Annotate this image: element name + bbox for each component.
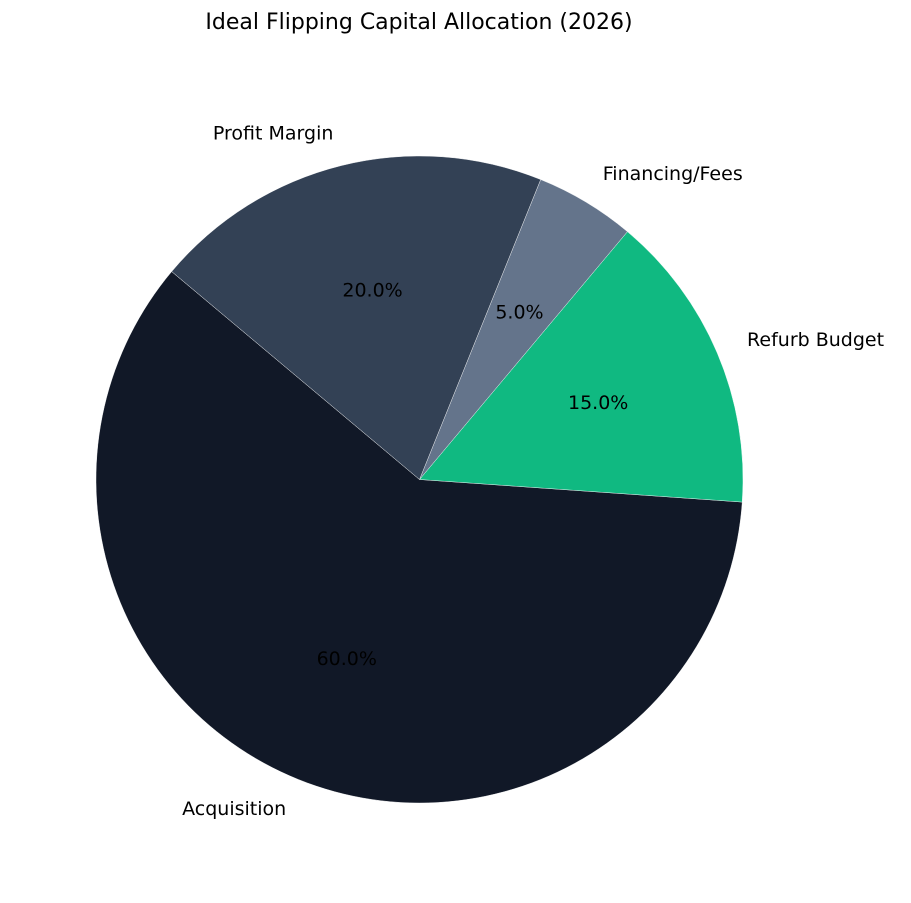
slice-pct-financing-fees: 5.0% [495,302,543,324]
slice-label-financing-fees: Financing/Fees [603,163,743,185]
slice-pct-refurb-budget: 15.0% [568,392,628,414]
slice-label-acquisition: Acquisition [182,798,286,820]
slice-label-profit-margin: Profit Margin [213,123,334,145]
chart-title: Ideal Flipping Capital Allocation (2026) [205,10,633,35]
slice-pct-profit-margin: 20.0% [342,280,402,302]
pie-slice-acquisition [95,271,743,804]
slice-pct-acquisition: 60.0% [317,648,377,670]
slice-label-refurb-budget: Refurb Budget [747,329,884,351]
pie-slice-refurb-budget [419,231,744,503]
pie-slice-profit-margin [171,155,541,480]
